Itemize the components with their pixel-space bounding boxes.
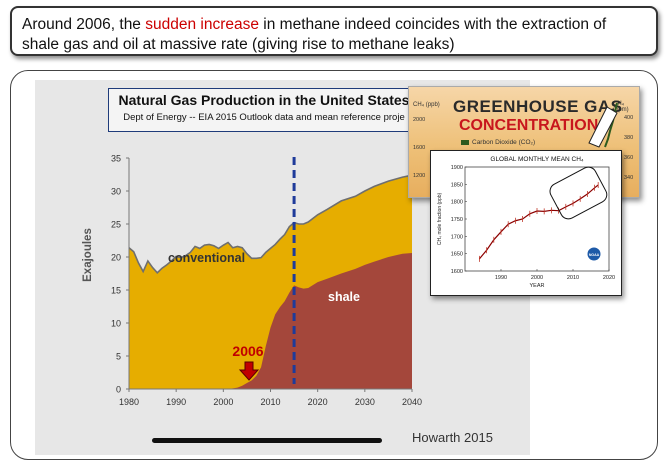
ch4-y-tick-label: 1800 (451, 200, 463, 206)
ghg-right-tick: 400 (624, 115, 634, 121)
shale-area (129, 253, 412, 389)
ch4-y-tick-label: 1600 (451, 269, 463, 275)
x-tick-label: 2020 (308, 397, 328, 407)
ch4-x-tick-label: 2010 (567, 275, 579, 281)
chart-title-box: Natural Gas Production in the United Sta… (108, 88, 420, 132)
ghg-right-tick: 340 (624, 175, 634, 181)
ghg-right-tick: 360 (624, 155, 634, 161)
year-2006-label: 2006 (232, 343, 263, 359)
source-credit: Howarth 2015 (412, 430, 493, 445)
callout-highlight: sudden increase (145, 16, 259, 33)
ch4-y-axis-label: CH₄ mole fraction (ppb) (437, 193, 443, 246)
scroll-bar[interactable] (152, 438, 382, 443)
ghg-legend: Carbon Dioxide (CO₂) (461, 139, 535, 146)
ghg-arrow (588, 102, 618, 148)
ghg-legend-label: Carbon Dioxide (CO₂) (472, 139, 536, 146)
noaa-logo-text: NOAA (589, 253, 600, 257)
ch4-x-tick-label: 1990 (495, 275, 507, 281)
y-tick-label: 35 (111, 154, 121, 164)
ghg-left-tick: 1600 (413, 145, 426, 151)
ch4-y-tick-label: 1850 (451, 182, 463, 188)
shale-label: shale (328, 290, 360, 304)
y-tick-label: 0 (116, 385, 121, 395)
chart-title: Natural Gas Production in the United Sta… (118, 92, 410, 108)
methane-chart: GLOBAL MONTHLY MEAN CH₄ 1600 1650 1700 1750 1… (437, 156, 615, 289)
x-tick-label: 1990 (166, 397, 186, 407)
methane-inset: GLOBAL MONTHLY MEAN CH₄ 1600 1650 1700 1750 1… (430, 150, 622, 296)
ch4-y-tick-label: 1700 (451, 234, 463, 240)
legend-swatch (461, 139, 469, 145)
x-tick-label: 2010 (260, 397, 280, 407)
ghg-right-axis-label: CH₄ (ppm) (613, 101, 629, 113)
y-tick-label: 15 (111, 286, 121, 296)
conventional-label: conventional (168, 251, 245, 265)
callout-text-after: in methane indeed coincides with the ext… (22, 16, 607, 53)
ghg-title-line1: GREENHOUSE GAS (453, 97, 623, 116)
down-arrow-icon (238, 361, 260, 381)
y-tick-label: 5 (116, 352, 121, 362)
recent-rise-highlight (549, 166, 608, 220)
ch4-trend-line (478, 184, 599, 260)
y-tick-label: 20 (111, 253, 121, 263)
y-tick-label: 10 (111, 319, 121, 329)
x-tick-label: 2040 (402, 397, 422, 407)
noaa-logo-icon (586, 246, 602, 262)
ghg-pointer-arrow (588, 106, 618, 148)
ch4-x-axis-label: YEAR (530, 283, 545, 289)
ch4-y-tick-label: 1650 (451, 252, 463, 258)
explanation-callout: Around 2006, the sudden increase in meth… (10, 6, 658, 56)
ch4-chart-title: GLOBAL MONTHLY MEAN CH₄ (490, 156, 584, 163)
x-tick-label: 2030 (355, 397, 375, 407)
y-axis-label: Exajoules (82, 228, 94, 282)
callout-text-before: Around 2006, the (22, 16, 146, 33)
ch4-x-tick-label: 2000 (531, 275, 543, 281)
total-production-line (128, 174, 413, 274)
x-tick-label: 1980 (119, 397, 139, 407)
ghg-left-tick: 1200 (413, 173, 426, 179)
y-tick-label: 30 (111, 187, 121, 197)
ghg-right-tick: 380 (624, 135, 634, 141)
ch4-y-tick-label: 1750 (451, 217, 463, 223)
ch4-x-tick-label: 2020 (603, 275, 615, 281)
y-tick-label: 25 (111, 220, 121, 230)
ghg-left-tick: 2000 (413, 117, 426, 123)
ghg-left-axis-label: CH₄ (ppb) (413, 102, 440, 108)
ch4-y-tick-label: 1900 (451, 165, 463, 171)
ghg-title-line2: CONCENTRATIONS (459, 117, 609, 134)
chart-subtitle: Dept of Energy -- EIA 2015 Outlook data … (123, 112, 405, 123)
x-tick-label: 2000 (213, 397, 233, 407)
